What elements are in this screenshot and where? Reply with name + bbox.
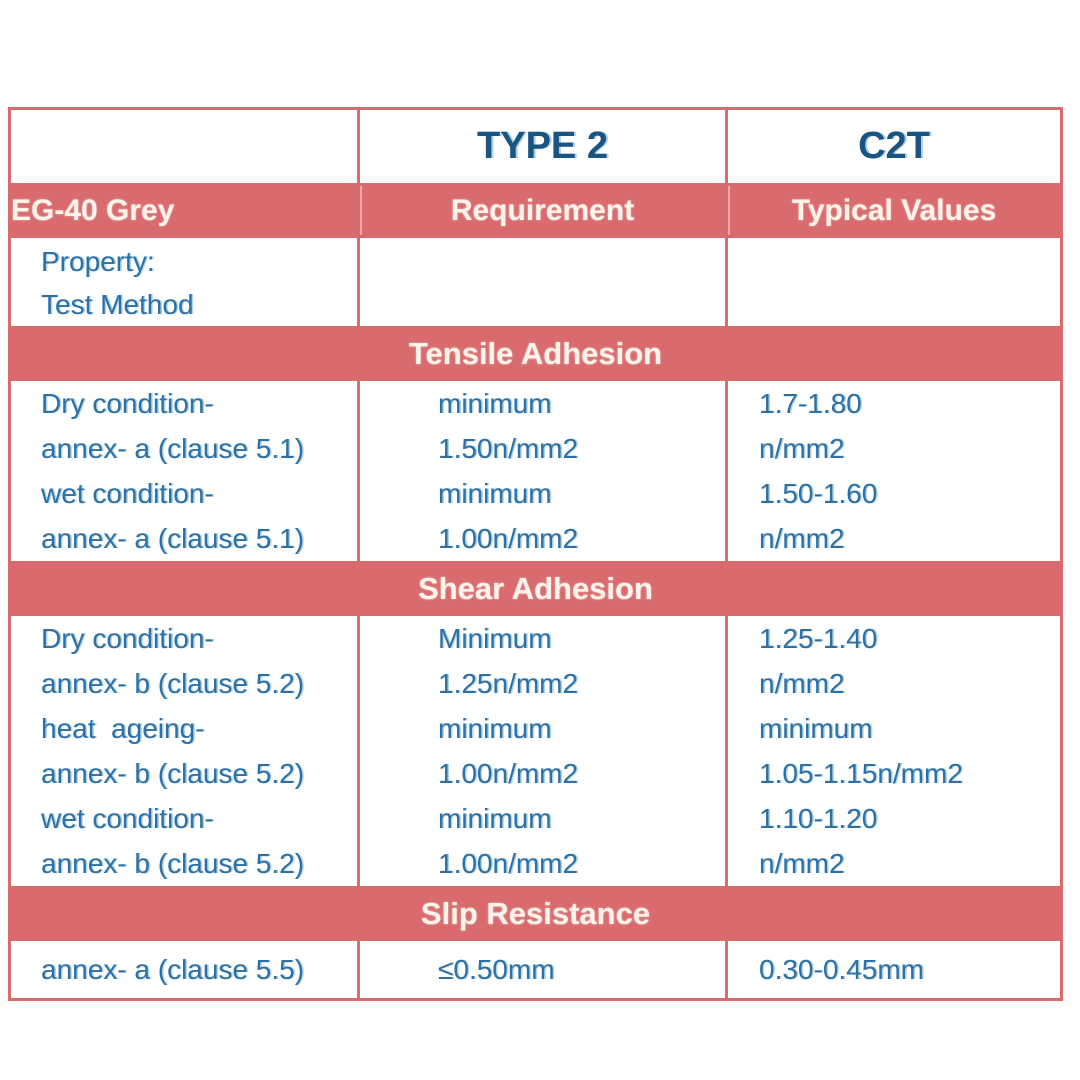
c2t-header: C2T — [725, 107, 1063, 186]
top-header-row: TYPE 2 C2T — [8, 107, 1063, 186]
sub-header-row: EG-40 Grey Requirement Typical Values — [8, 183, 1063, 238]
top-header-empty-cell — [8, 107, 360, 186]
slip-resistance-data-row: annex- a (clause 5.5) ≤0.50mm 0.30-0.45m… — [8, 938, 1063, 1001]
type2-header: TYPE 2 — [357, 107, 728, 186]
typical-values-header: Typical Values — [725, 183, 1063, 238]
product-name-header: EG-40 Grey — [8, 183, 360, 238]
tensile-requirement-cell: minimum 1.50n/mm2 minimum 1.00n/mm2 — [438, 388, 579, 554]
slip-property-cell: annex- a (clause 5.5) — [41, 953, 305, 985]
tensile-adhesion-data-row: Dry condition- annex- a (clause 5.1) wet… — [8, 378, 1063, 564]
property-label-row: Property: Test Method — [8, 235, 1063, 329]
shear-requirement-cell: Minimum 1.25n/mm2 minimum 1.00n/mm2 mini… — [438, 623, 579, 879]
property-row-empty-requirement-cell — [357, 235, 728, 329]
shear-property-cell: Dry condition- annex- b (clause 5.2) hea… — [41, 623, 305, 879]
property-row-empty-typical-cell — [725, 235, 1063, 329]
tensile-adhesion-section-title: Tensile Adhesion — [8, 326, 1063, 381]
tensile-typical-values-cell: 1.7-1.80 n/mm2 1.50-1.60 n/mm2 — [759, 388, 878, 554]
slip-requirement-cell: ≤0.50mm — [438, 953, 555, 985]
slip-resistance-band-row: Slip Resistance — [8, 886, 1063, 941]
shear-adhesion-data-row: Dry condition- annex- b (clause 5.2) hea… — [8, 613, 1063, 889]
shear-adhesion-band-row: Shear Adhesion — [8, 561, 1063, 616]
requirement-header: Requirement — [357, 183, 728, 238]
slip-typical-values-cell: 0.30-0.45mm — [759, 953, 924, 985]
slip-resistance-section-title: Slip Resistance — [8, 886, 1063, 941]
tensile-adhesion-band-row: Tensile Adhesion — [8, 326, 1063, 381]
tensile-property-cell: Dry condition- annex- a (clause 5.1) wet… — [41, 388, 305, 554]
shear-typical-values-cell: 1.25-1.40 n/mm2 minimum 1.05-1.15n/mm2 1… — [759, 623, 963, 879]
shear-adhesion-section-title: Shear Adhesion — [8, 561, 1063, 616]
spec-table: TYPE 2 C2T EG-40 Grey Requirement Typica… — [8, 107, 1063, 1001]
property-test-method-label: Property: Test Method — [41, 246, 194, 320]
